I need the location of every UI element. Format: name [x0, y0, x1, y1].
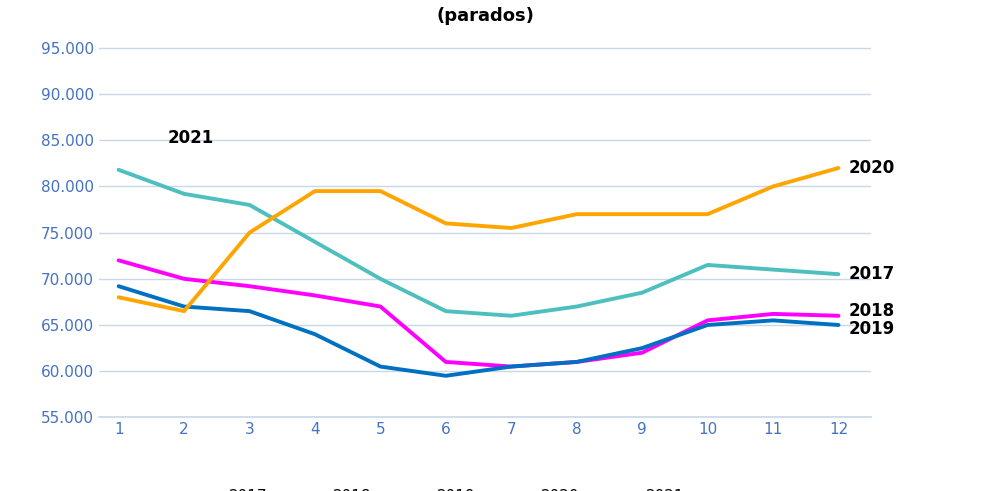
- Title: (parados): (parados): [437, 7, 534, 25]
- Legend: 2017, 2018, 2019, 2020, 2021: 2017, 2018, 2019, 2020, 2021: [172, 483, 690, 491]
- Text: 2019: 2019: [848, 320, 895, 338]
- Text: 2021: 2021: [167, 130, 214, 147]
- Text: 2018: 2018: [848, 302, 894, 320]
- Text: 2017: 2017: [848, 265, 895, 283]
- Text: 2020: 2020: [848, 159, 895, 177]
